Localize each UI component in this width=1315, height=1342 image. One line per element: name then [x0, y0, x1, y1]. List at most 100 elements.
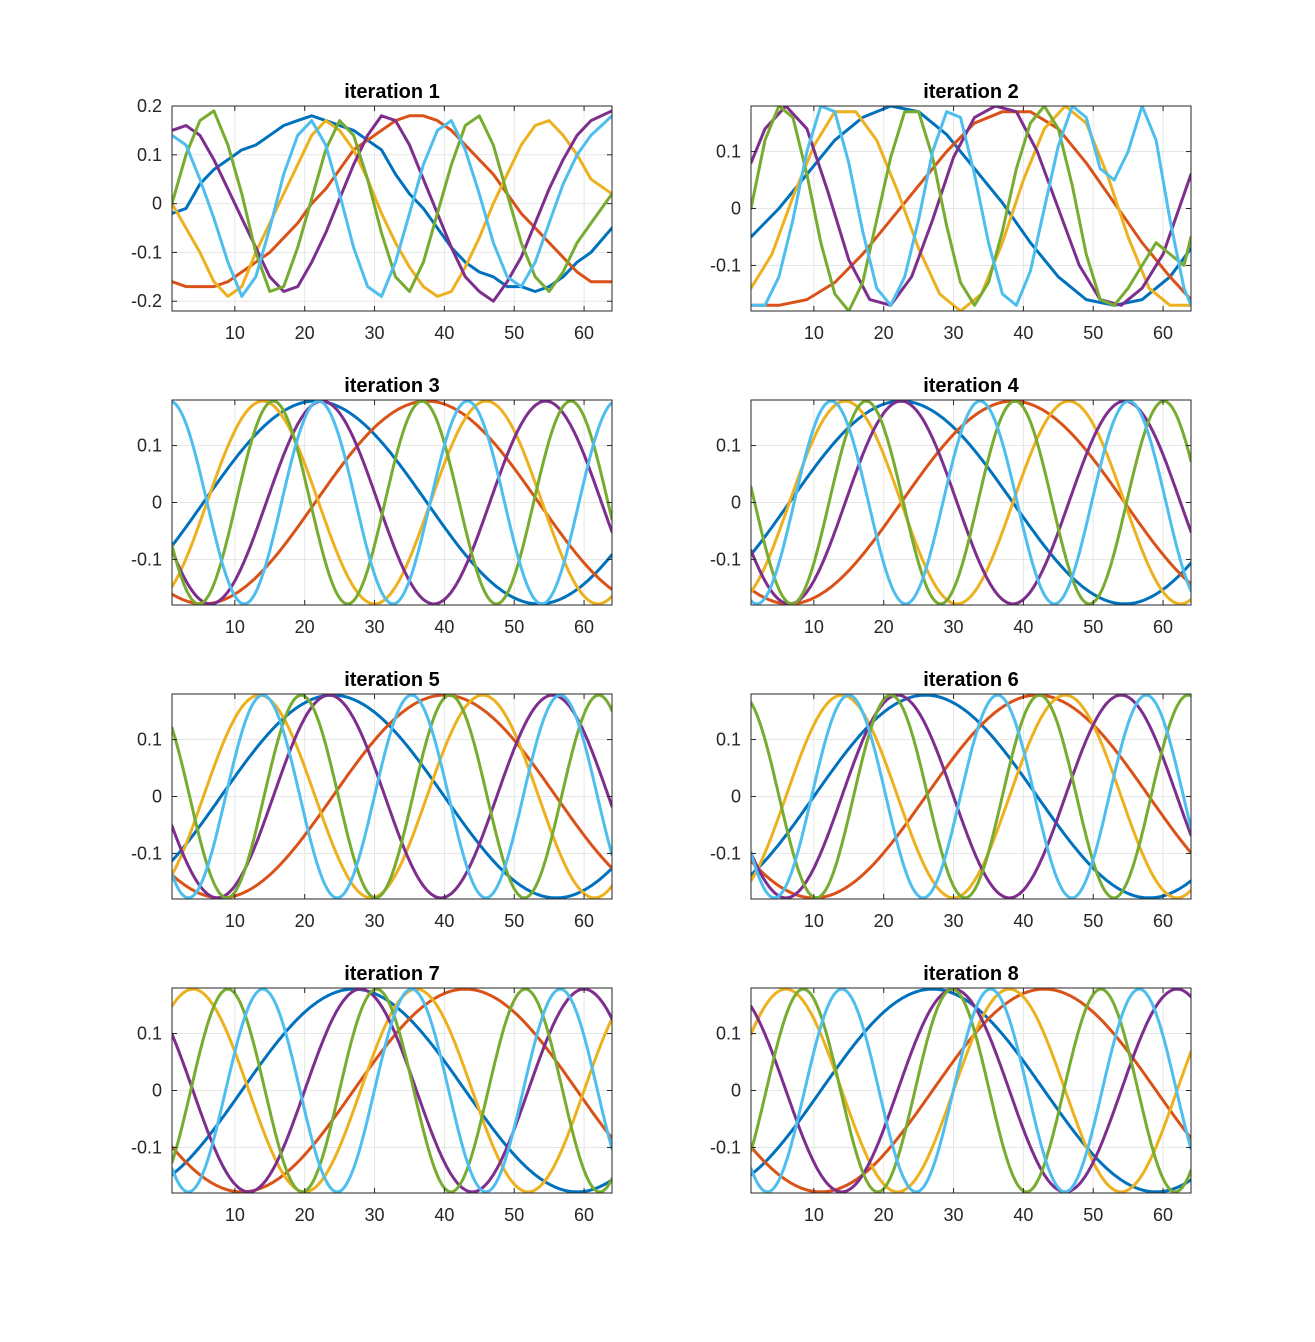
- series-line-2: [751, 988, 1191, 1193]
- x-tick-label: 50: [504, 1205, 524, 1225]
- x-tick-label: 60: [1153, 617, 1173, 637]
- y-tick-label: 0.1: [716, 436, 741, 456]
- series-line-2: [751, 110, 1191, 307]
- y-tick-label: 0.1: [716, 1024, 741, 1044]
- subplot-title: iteration 2: [923, 81, 1019, 103]
- series-group: [172, 988, 612, 1193]
- subplot-title: iteration 7: [344, 963, 440, 985]
- series-line-6: [751, 106, 1191, 307]
- series-line-6: [751, 694, 1191, 899]
- y-tick-label: -0.1: [131, 843, 162, 863]
- y-tick-label: -0.2: [131, 291, 162, 311]
- series-group: [751, 106, 1191, 311]
- x-tick-label: 60: [574, 1205, 594, 1225]
- subplot-2: 10 20 30 40 50 60 -0.1 0 0.1 iteration 2: [710, 81, 1192, 343]
- x-tick-label: 10: [225, 911, 245, 931]
- series-line-6: [172, 988, 612, 1193]
- x-tick-label: 40: [434, 1205, 454, 1225]
- series-line-1: [751, 694, 1191, 899]
- series-line-4: [751, 988, 1191, 1193]
- x-tick-label: 30: [365, 617, 385, 637]
- series-line-1: [172, 988, 612, 1193]
- x-tick-label: 10: [804, 911, 824, 931]
- x-tick-label: 30: [944, 323, 964, 343]
- y-tick-label: 0.1: [137, 145, 162, 165]
- series-line-5: [172, 694, 612, 899]
- y-tick-label: 0: [731, 1081, 741, 1101]
- y-tick-label: 0.1: [716, 142, 741, 162]
- x-tick-label: 20: [295, 1205, 315, 1225]
- y-tick-label: 0.1: [716, 730, 741, 750]
- series-line-2: [172, 694, 612, 899]
- x-tick-label: 20: [874, 617, 894, 637]
- x-tick-label: 50: [504, 323, 524, 343]
- series-line-5: [751, 400, 1191, 605]
- x-tick-label: 20: [874, 1205, 894, 1225]
- series-group: [172, 109, 612, 303]
- series-line-3: [751, 988, 1191, 1193]
- series-line-3: [172, 119, 612, 298]
- series-line-5: [172, 400, 612, 605]
- x-tick-label: 10: [804, 617, 824, 637]
- x-tick-label: 20: [295, 911, 315, 931]
- subplot-title: iteration 3: [344, 375, 440, 397]
- x-tick-label: 40: [1013, 911, 1033, 931]
- x-tick-label: 60: [1153, 1205, 1173, 1225]
- x-tick-label: 50: [504, 617, 524, 637]
- series-line-1: [172, 114, 612, 293]
- x-tick-label: 20: [295, 617, 315, 637]
- series-group: [751, 988, 1191, 1193]
- x-tick-label: 30: [944, 1205, 964, 1225]
- y-tick-label: 0: [731, 493, 741, 513]
- y-tick-label: 0.1: [137, 730, 162, 750]
- x-tick-label: 10: [225, 323, 245, 343]
- y-tick-label: -0.1: [710, 255, 741, 275]
- series-line-2: [751, 400, 1191, 605]
- y-tick-label: 0: [731, 199, 741, 219]
- x-tick-label: 20: [295, 323, 315, 343]
- series-line-4: [172, 400, 612, 605]
- x-tick-label: 30: [944, 911, 964, 931]
- x-tick-label: 40: [434, 617, 454, 637]
- x-tick-label: 30: [365, 323, 385, 343]
- x-tick-label: 60: [574, 911, 594, 931]
- x-tick-label: 40: [434, 323, 454, 343]
- x-tick-label: 10: [225, 617, 245, 637]
- x-tick-label: 60: [574, 323, 594, 343]
- subplot-title: iteration 8: [923, 963, 1019, 985]
- series-line-3: [751, 694, 1191, 899]
- x-tick-label: 50: [1083, 911, 1103, 931]
- subplot-3: 10 20 30 40 50 60 -0.1 0 0.1 iteration 3: [131, 375, 613, 637]
- x-tick-label: 10: [804, 1205, 824, 1225]
- series-line-5: [751, 106, 1191, 311]
- x-tick-label: 40: [1013, 1205, 1033, 1225]
- y-tick-label: -0.1: [710, 549, 741, 569]
- y-tick-label: 0.1: [137, 1024, 162, 1044]
- x-tick-label: 40: [1013, 323, 1033, 343]
- series-line-3: [172, 400, 612, 605]
- x-tick-label: 20: [874, 323, 894, 343]
- subplot-title: iteration 6: [923, 669, 1019, 691]
- x-tick-label: 40: [1013, 617, 1033, 637]
- x-tick-label: 60: [1153, 911, 1173, 931]
- y-tick-label: -0.1: [131, 549, 162, 569]
- y-tick-label: -0.1: [131, 242, 162, 262]
- x-tick-label: 60: [574, 617, 594, 637]
- y-tick-label: 0.2: [137, 96, 162, 116]
- series-line-5: [172, 109, 612, 293]
- series-line-6: [172, 400, 612, 605]
- series-line-6: [751, 988, 1191, 1193]
- series-line-4: [751, 694, 1191, 899]
- series-group: [172, 694, 612, 899]
- y-tick-label: 0: [152, 493, 162, 513]
- x-tick-label: 60: [1153, 323, 1173, 343]
- x-tick-label: 30: [944, 617, 964, 637]
- y-tick-label: -0.1: [131, 1137, 162, 1157]
- series-group: [172, 400, 612, 605]
- subplot-4: 10 20 30 40 50 60 -0.1 0 0.1 iteration 4: [710, 375, 1192, 637]
- x-tick-label: 20: [874, 911, 894, 931]
- x-tick-label: 40: [434, 911, 454, 931]
- series-line-2: [751, 694, 1191, 899]
- y-tick-label: -0.1: [710, 1137, 741, 1157]
